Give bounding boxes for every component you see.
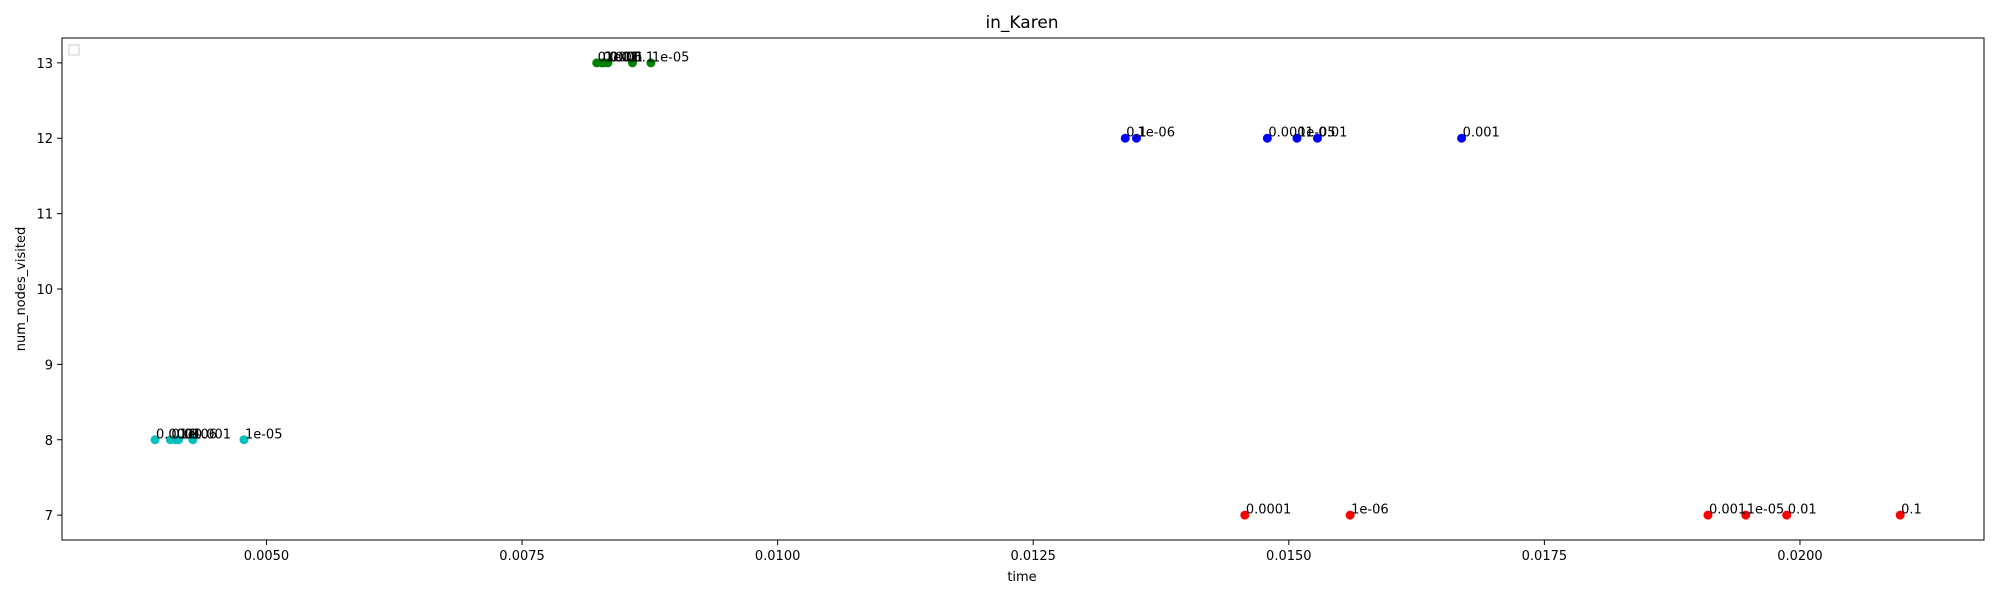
point-label: 0.1 — [176, 427, 197, 442]
scatter-point — [1782, 510, 1792, 520]
point-label: 0.1 — [1126, 126, 1147, 141]
scatter-point — [188, 435, 198, 445]
scatter-point — [1345, 510, 1355, 520]
point-label: 0.01 — [171, 427, 200, 442]
y-tick-label: 8 — [45, 434, 53, 449]
point-label: 0.01 — [1788, 503, 1817, 518]
y-tick-label: 13 — [36, 57, 53, 72]
point-label: 1e-06 — [1137, 126, 1175, 141]
point-label: 1e-06 — [605, 50, 643, 65]
point-label: 1e-05 — [1298, 126, 1336, 141]
scatter-point — [1703, 510, 1713, 520]
point-label: 1e-05 — [652, 50, 690, 65]
point-label: 0.0001 — [598, 50, 644, 65]
point-label: 0.001 — [1463, 126, 1500, 141]
point-label: 0.0001 — [1246, 503, 1292, 518]
scatter-point — [1312, 133, 1322, 143]
point-label: 0.001 — [1709, 503, 1746, 518]
point-label: 1e-05 — [245, 427, 283, 442]
scatter-point — [646, 58, 656, 68]
point-label: 1e-06 — [180, 427, 218, 442]
x-axis-ticks: 0.0050 0.0075 0.0100 0.0125 0.0150 0.0175 0.02… — [244, 540, 1823, 564]
x-tick-label: 0.0125 — [1010, 549, 1056, 564]
scatter-point — [1262, 133, 1272, 143]
scatter-point — [627, 58, 637, 68]
point-label: 0.0001 — [156, 427, 202, 442]
scatter-point — [1240, 510, 1250, 520]
x-tick-label: 0.0150 — [1266, 549, 1312, 564]
x-tick-label: 0.0075 — [499, 549, 545, 564]
point-label: 1e-05 — [1747, 503, 1785, 518]
scatter-point — [1895, 510, 1905, 520]
point-label: 0.001 — [194, 427, 231, 442]
x-tick-label: 0.0175 — [1522, 549, 1568, 564]
scatter-point — [174, 435, 184, 445]
point-label: 0.1 — [1901, 503, 1922, 518]
x-tick-label: 0.0200 — [1777, 549, 1823, 564]
point-label: 1e-06 — [1351, 503, 1389, 518]
y-tick-label: 11 — [36, 208, 53, 223]
y-tick-label: 12 — [36, 132, 53, 147]
scatter-point — [1292, 133, 1302, 143]
y-tick-label: 9 — [45, 358, 53, 373]
data-points — [150, 58, 1905, 520]
scatter-point — [1131, 133, 1141, 143]
scatter-point — [239, 435, 249, 445]
scatter-point — [150, 435, 160, 445]
scatter-point — [1741, 510, 1751, 520]
point-label: 0.001 — [603, 50, 640, 65]
scatter-point — [1120, 133, 1130, 143]
x-axis-label: time — [1007, 570, 1036, 585]
plot-area — [61, 37, 1985, 541]
y-axis-ticks: 7 8 9 10 11 12 13 — [36, 57, 62, 524]
axes — [61, 37, 1985, 541]
point-label: 0.1 — [633, 50, 654, 65]
x-tick-label: 0.0100 — [755, 549, 801, 564]
chart-title: in_Karen — [985, 13, 1058, 33]
y-tick-label: 10 — [36, 283, 53, 298]
x-tick-label: 0.0050 — [244, 549, 290, 564]
y-tick-label: 7 — [45, 509, 53, 524]
point-label: 0.0001 — [1268, 126, 1314, 141]
point-label: 0.01 — [1318, 126, 1347, 141]
y-axis-label: num_nodes_visited — [14, 227, 29, 351]
scatter-point — [1457, 133, 1467, 143]
point-label: 0.01 — [609, 50, 638, 65]
legend-box — [68, 44, 80, 56]
scatter-point — [599, 58, 609, 68]
